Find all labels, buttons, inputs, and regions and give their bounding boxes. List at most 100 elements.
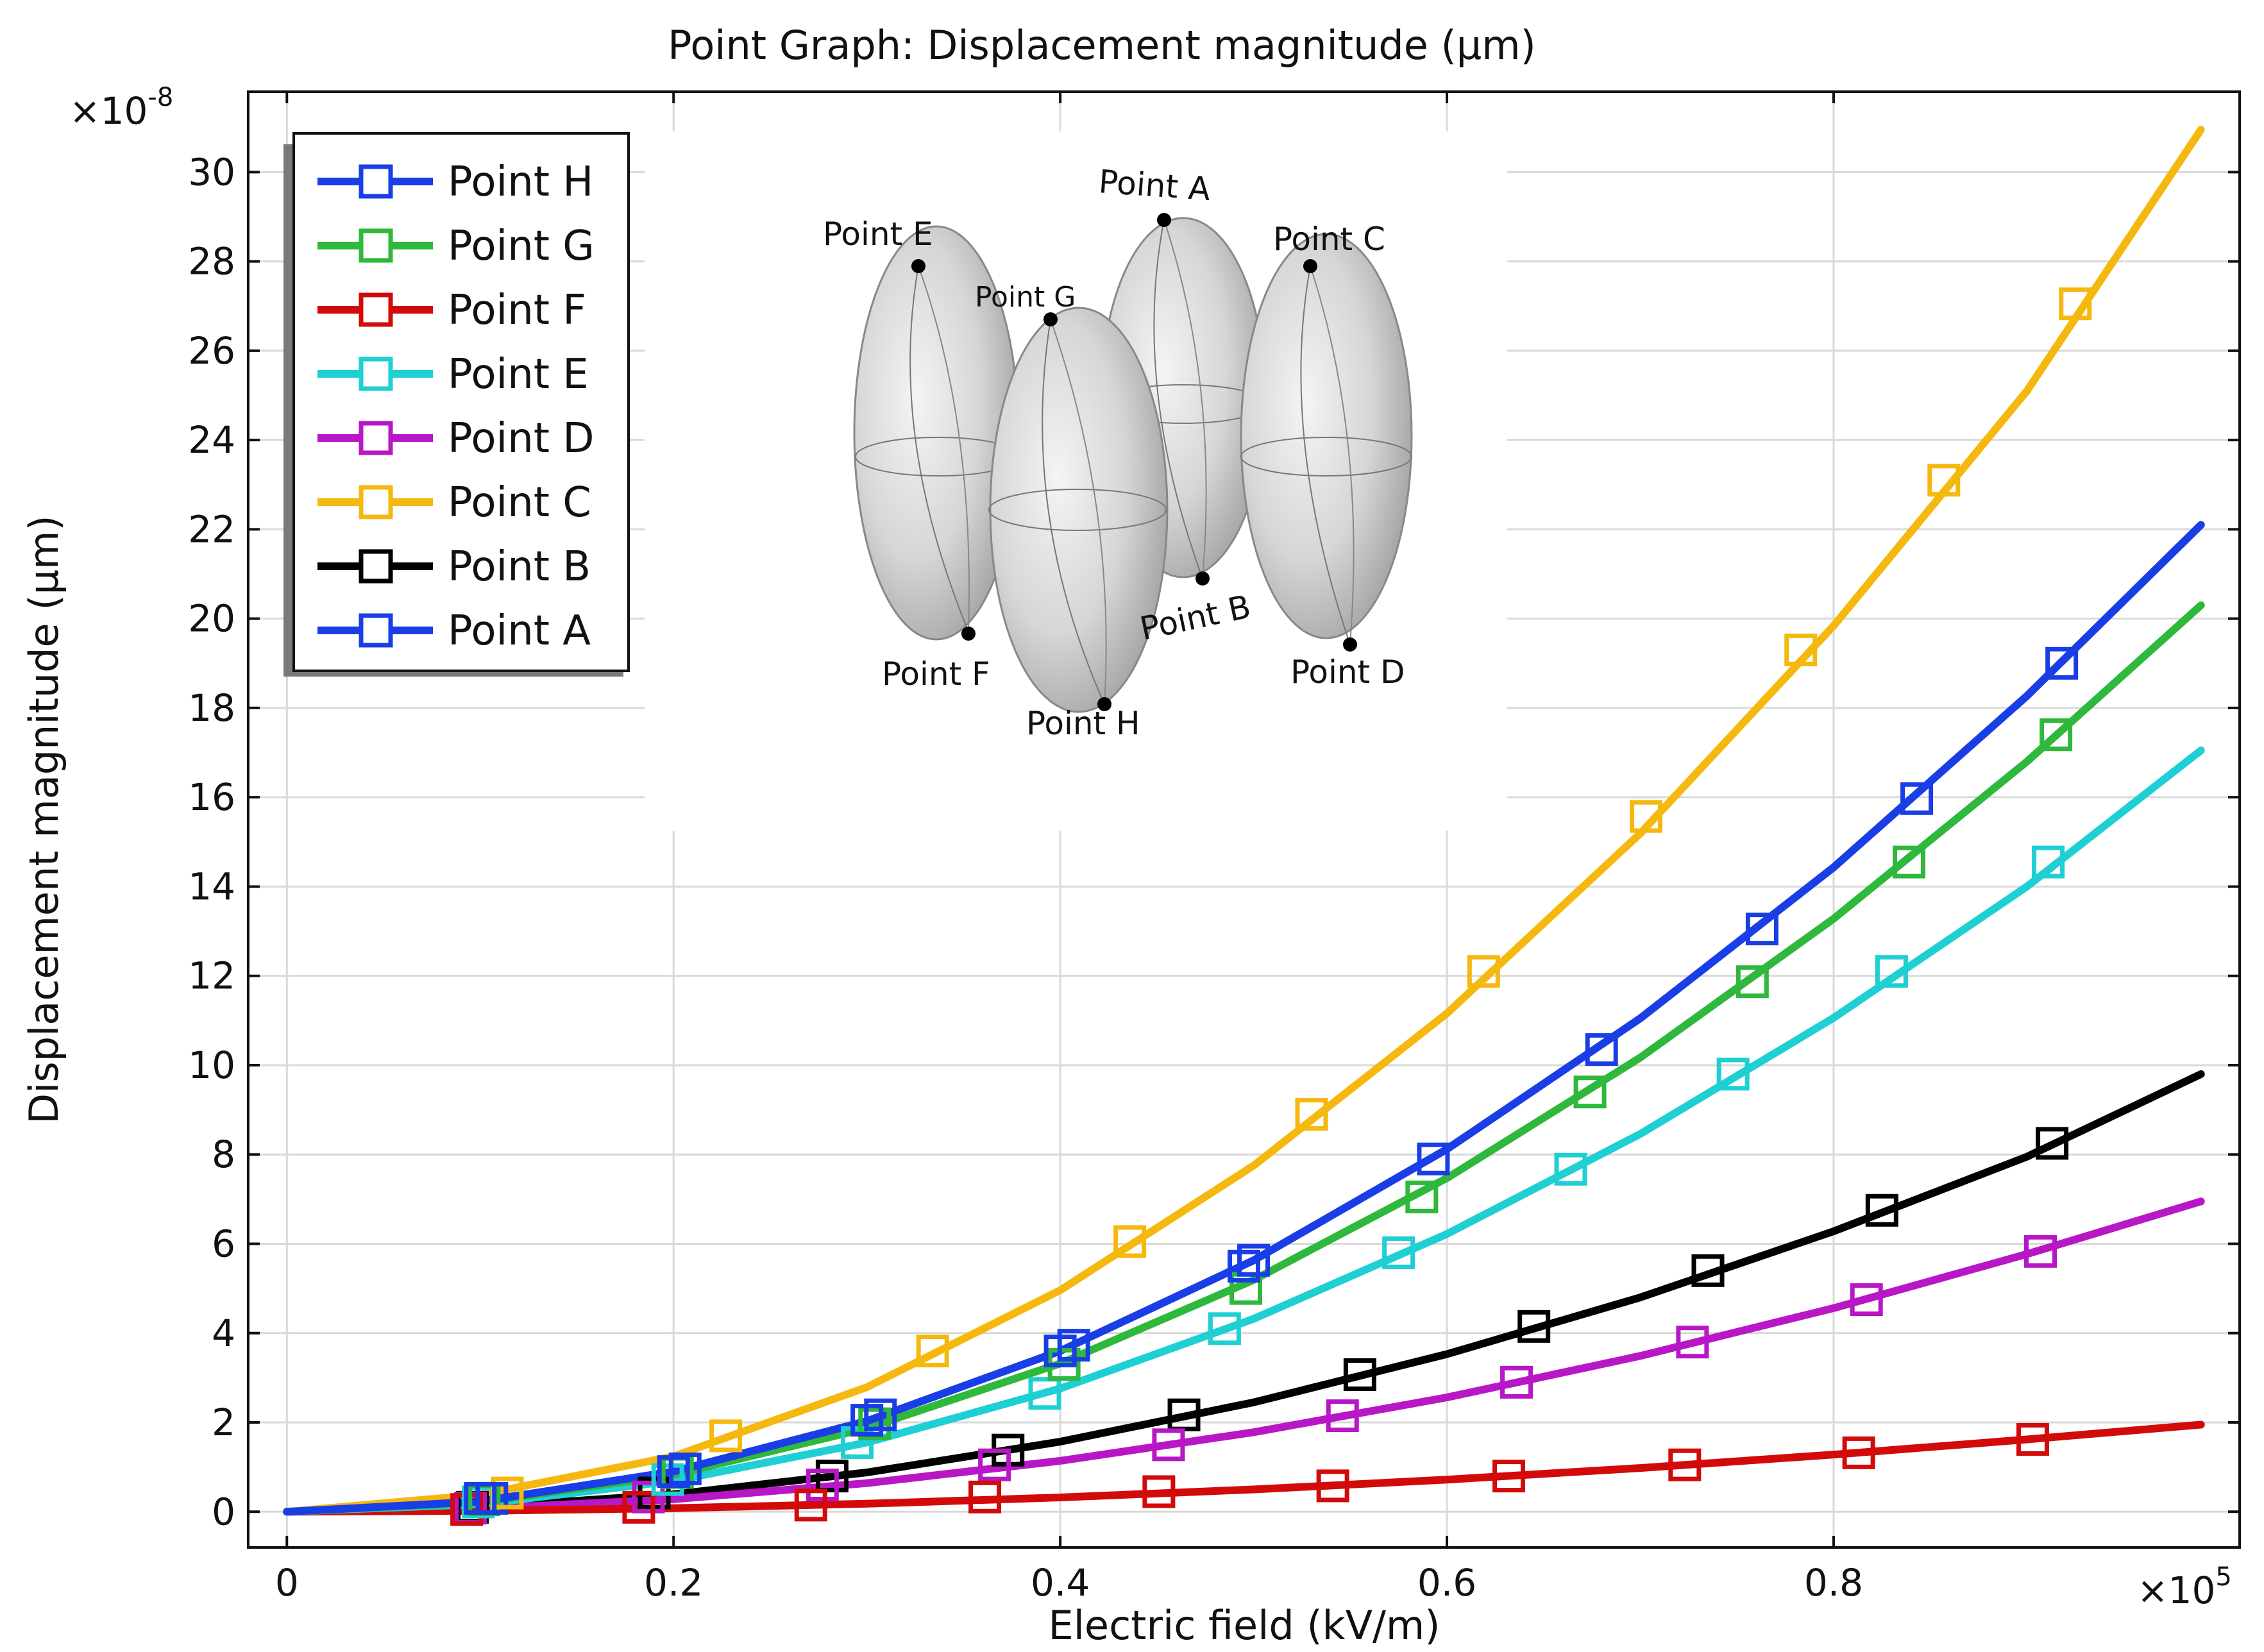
- y-multiplier: ×10-8: [69, 83, 173, 133]
- marker-point-f: [1668, 1448, 1702, 1481]
- x-multiplier-base: ×10: [2137, 1569, 2215, 1612]
- marker-point-d: [1850, 1283, 1883, 1317]
- legend-item-point-h: Point H: [317, 158, 593, 206]
- y-tick-label: 28: [188, 240, 235, 283]
- y-tick-label: 20: [188, 597, 235, 641]
- inset-label-a: Point A: [1097, 163, 1212, 208]
- y-tick-label: 22: [188, 507, 235, 551]
- marker-point-e: [1208, 1312, 1241, 1345]
- legend-marker: [359, 357, 393, 391]
- ellipsoid-gh: [988, 307, 1169, 713]
- legend-marker: [359, 228, 393, 263]
- marker-point-d: [806, 1469, 839, 1502]
- y-tick-label: 24: [188, 418, 235, 462]
- marker-point-f: [968, 1480, 1002, 1513]
- marker-point-g: [2040, 718, 2073, 752]
- y-tick-label: 6: [212, 1222, 235, 1266]
- y-axis-label: Displacement magnitude (µm): [21, 515, 67, 1124]
- marker-point-a: [850, 1404, 884, 1437]
- legend-marker: [359, 292, 393, 327]
- legend-label: Point H: [448, 158, 593, 206]
- marker-point-c: [709, 1419, 743, 1453]
- y-tick-label: 14: [188, 864, 235, 908]
- legend-item-point-g: Point G: [317, 223, 595, 270]
- marker-point-d: [1676, 1326, 1709, 1359]
- inset-dot-d: [1343, 637, 1357, 652]
- legend-item-point-f: Point F: [317, 287, 586, 334]
- marker-point-e: [1875, 955, 1908, 988]
- marker-point-c: [2059, 287, 2092, 321]
- marker-point-c: [1113, 1225, 1147, 1258]
- y-tick-label: 0: [212, 1490, 235, 1533]
- inset-illustration: Point A Point B Point C Point D Point E …: [645, 131, 1507, 830]
- series-line-point-a: [283, 521, 2205, 1516]
- legend-box: [292, 132, 630, 672]
- marker-point-e: [651, 1463, 684, 1496]
- y-multiplier-exp: -8: [148, 83, 173, 112]
- marker-point-c: [1784, 633, 1818, 666]
- legend-label: Point C: [448, 479, 591, 527]
- y-tick-label: 10: [188, 1043, 235, 1087]
- x-tick-label: 0.4: [1031, 1561, 1090, 1605]
- x-multiplier-exp: 5: [2215, 1562, 2231, 1592]
- marker-point-a: [1043, 1335, 1077, 1368]
- inset-label-c: Point C: [1273, 221, 1385, 258]
- marker-point-d: [978, 1448, 1011, 1481]
- marker-point-b: [1865, 1193, 1898, 1227]
- marker-point-c: [1467, 955, 1500, 988]
- marker-point-a: [657, 1455, 690, 1488]
- x-tick-label: 0.8: [1804, 1561, 1863, 1605]
- marker-point-b: [1517, 1310, 1551, 1343]
- y-tick-label: 16: [188, 775, 235, 819]
- inset-dot-b: [1195, 571, 1210, 586]
- x-tick-label: 0.6: [1417, 1561, 1476, 1605]
- legend-label: Point B: [448, 543, 591, 591]
- inset-label-h: Point H: [1026, 705, 1140, 742]
- marker-point-d: [1152, 1428, 1185, 1462]
- inset-label-g: Point G: [975, 281, 1076, 314]
- legend-item-point-c: Point C: [317, 479, 591, 527]
- plot-frame: [247, 90, 2241, 1549]
- legend-label: Point D: [448, 415, 595, 462]
- chart-title: Point Graph: Displacement magnitude (µm): [668, 22, 1536, 69]
- marker-point-d: [2024, 1235, 2057, 1268]
- series-line-point-d: [283, 1197, 2205, 1516]
- marker-point-h: [1237, 1243, 1271, 1277]
- marker-point-h: [1585, 1033, 1618, 1066]
- marker-point-a: [464, 1481, 497, 1515]
- marker-point-g: [1405, 1180, 1439, 1213]
- y-tick-label: 12: [188, 954, 235, 998]
- x-multiplier: ×105: [2137, 1562, 2232, 1612]
- marker-point-b: [1343, 1358, 1376, 1392]
- marker-point-a: [1228, 1249, 1260, 1283]
- marker-point-d: [1326, 1399, 1359, 1433]
- marker-point-f: [1142, 1475, 1176, 1508]
- inset-dot-e: [911, 259, 925, 273]
- series-line-point-f: [283, 1420, 2205, 1516]
- marker-point-f: [794, 1488, 827, 1522]
- legend-marker: [359, 421, 393, 455]
- inset-label-e: Point E: [823, 215, 933, 253]
- inset-dot-a: [1157, 213, 1171, 227]
- marker-point-b: [1691, 1254, 1725, 1287]
- marker-point-e: [841, 1426, 874, 1459]
- marker-point-h: [1900, 782, 1934, 815]
- legend-label: Point F: [448, 287, 586, 334]
- series-markers: [450, 287, 2092, 1526]
- series-line-point-e: [283, 746, 2205, 1516]
- legend-marker: [359, 485, 393, 519]
- marker-point-g: [1893, 845, 1926, 879]
- legend-label: Point G: [448, 223, 595, 270]
- marker-point-g: [1736, 965, 1769, 999]
- legend-item-point-a: Point A: [317, 607, 591, 655]
- marker-point-g: [1573, 1075, 1607, 1109]
- x-axis-label: Electric field (kV/m): [1049, 1602, 1440, 1649]
- y-tick-label: 8: [212, 1133, 235, 1176]
- marker-point-d: [1500, 1365, 1533, 1399]
- marker-point-c: [916, 1335, 949, 1368]
- marker-point-c: [1927, 464, 1961, 497]
- y-tick-label: 4: [212, 1311, 235, 1355]
